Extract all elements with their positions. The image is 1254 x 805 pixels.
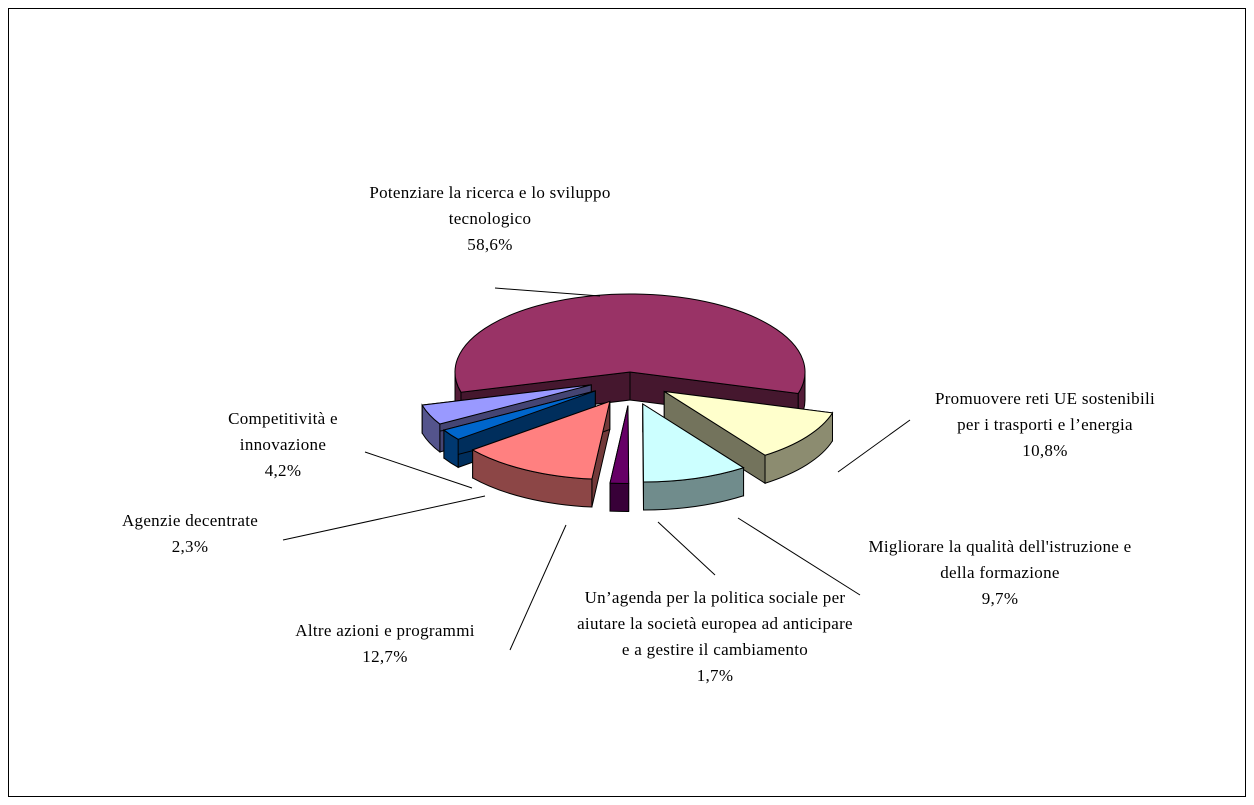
category-label: Un’agenda per la politica sociale per ai… <box>577 588 853 659</box>
value-label: 1,7% <box>696 666 734 685</box>
data-label: Competitività e innovazione 4,2% <box>188 406 378 484</box>
slice <box>642 403 745 483</box>
value-label: 58,6% <box>467 235 513 254</box>
data-label: Promuovere reti UE sostenibili per i tra… <box>930 386 1160 464</box>
category-label: Competitività e innovazione <box>228 409 338 454</box>
leader-line <box>837 419 911 473</box>
leader-line <box>509 524 567 651</box>
leader-line <box>282 495 486 541</box>
data-label: Altre azioni e programmi 12,7% <box>235 618 535 670</box>
data-label: Migliorare la qualità dell'istruzione e … <box>865 534 1135 612</box>
category-label: Potenziare la ricerca e lo sviluppo tecn… <box>369 183 611 228</box>
slice <box>663 390 834 456</box>
category-label: Agenzie decentrate <box>121 511 259 530</box>
value-label: 10,8% <box>1022 441 1068 460</box>
slice <box>609 405 630 485</box>
slice <box>454 293 806 394</box>
slice <box>421 384 592 425</box>
category-label: Migliorare la qualità dell'istruzione e … <box>868 537 1132 582</box>
slice <box>471 400 611 480</box>
slice-edge <box>609 482 630 513</box>
category-label: Promuovere reti UE sostenibili per i tra… <box>934 389 1156 434</box>
data-label: Agenzie decentrate 2,3% <box>80 508 300 560</box>
leader-line <box>657 521 716 576</box>
slice <box>442 390 596 440</box>
value-label: 12,7% <box>362 647 408 666</box>
leader-line <box>364 451 473 489</box>
value-label: 2,3% <box>171 537 209 556</box>
leader-line <box>494 287 601 297</box>
category-label: Altre azioni e programmi <box>295 621 475 640</box>
value-label: 4,2% <box>264 461 302 480</box>
chart-frame <box>8 8 1246 797</box>
leader-line <box>737 517 861 596</box>
data-label: Potenziare la ricerca e lo sviluppo tecn… <box>360 180 620 258</box>
data-label: Un’agenda per la politica sociale per ai… <box>575 585 855 689</box>
value-label: 9,7% <box>981 589 1019 608</box>
